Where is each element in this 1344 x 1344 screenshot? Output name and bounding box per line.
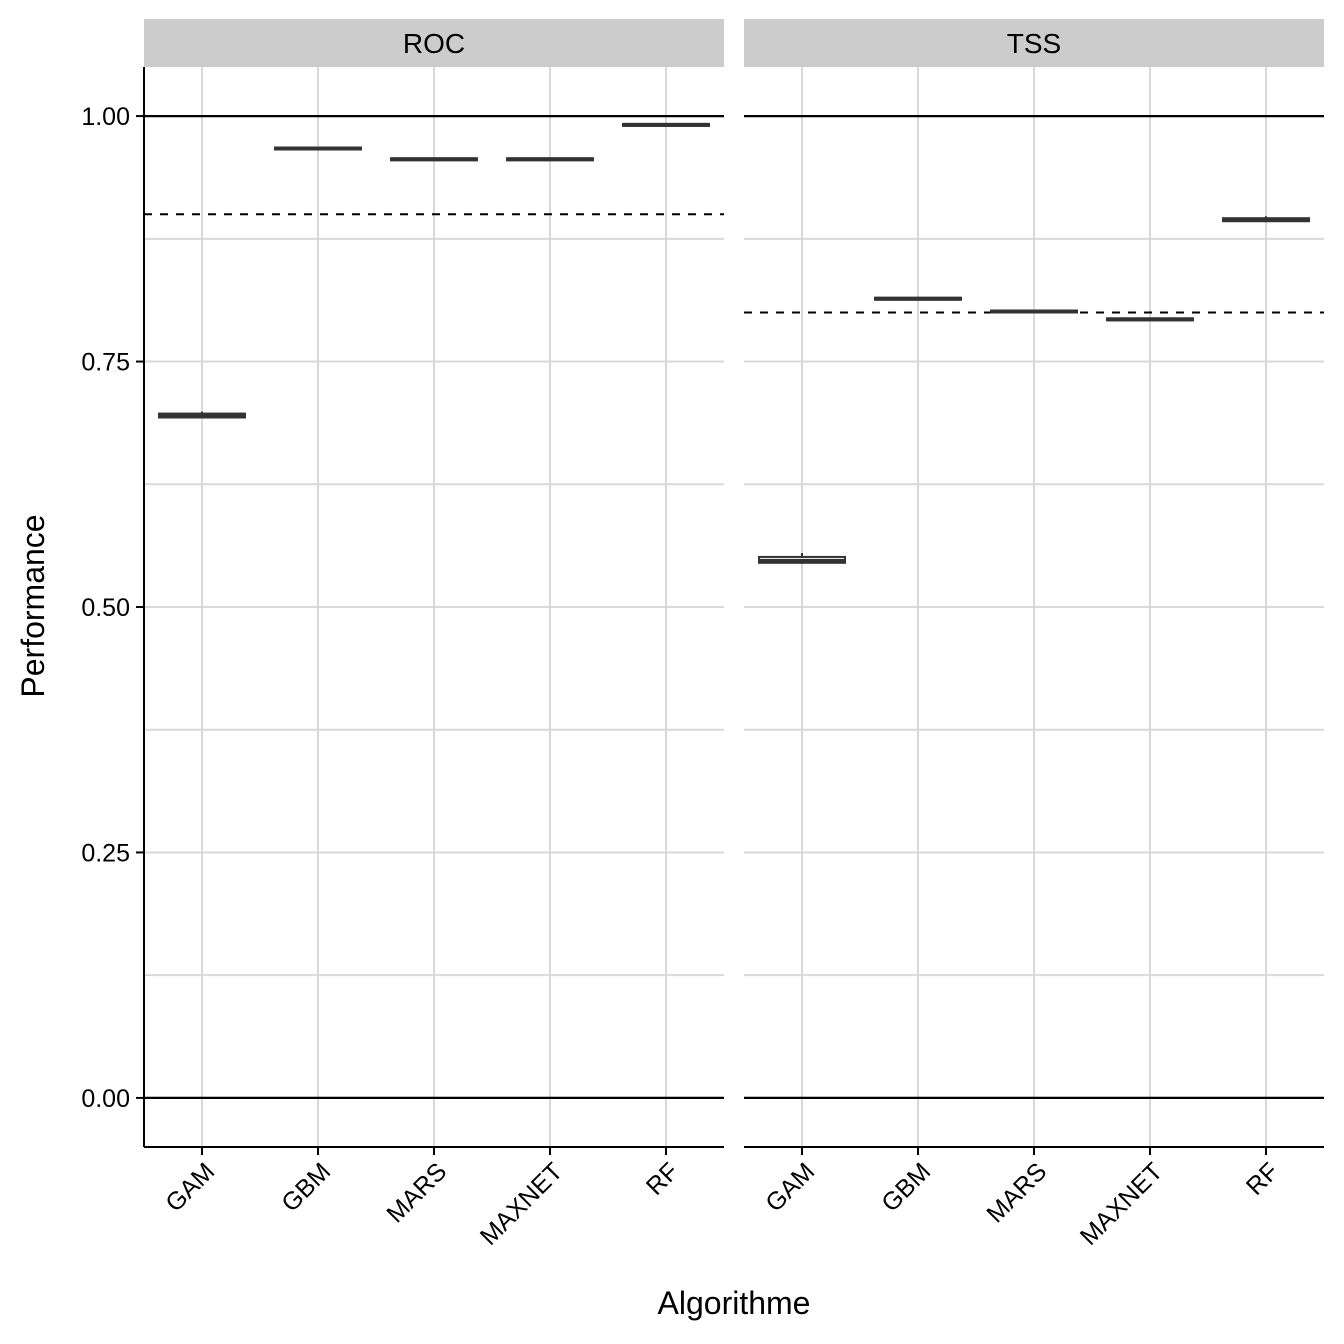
- x-tick-label: GAM: [160, 1157, 220, 1217]
- x-tick-label: MAXNET: [1075, 1157, 1168, 1250]
- boxplot-mars: [990, 309, 1078, 314]
- panel-roc: ROC: [144, 19, 724, 1147]
- y-tick-label: 0.50: [81, 594, 130, 622]
- strip-label: TSS: [1007, 28, 1061, 59]
- strip-label: ROC: [403, 28, 465, 59]
- x-tick-label: GBM: [276, 1157, 336, 1217]
- boxplot-gbm: [274, 146, 362, 151]
- x-tick-label: GBM: [876, 1157, 936, 1217]
- x-tick-label: MARS: [981, 1157, 1052, 1228]
- x-tick-label: GAM: [760, 1157, 820, 1217]
- boxplot-maxnet: [1106, 317, 1194, 322]
- boxplot-gam: [158, 411, 246, 419]
- y-tick-label: 1.00: [81, 103, 130, 131]
- strip-background: [144, 19, 724, 67]
- x-tick-label: MARS: [381, 1157, 452, 1228]
- facet-panels: ROC TSS: [144, 19, 1324, 1147]
- boxplot-gbm: [874, 296, 962, 301]
- x-tick-label: RF: [1241, 1157, 1284, 1200]
- y-tick-label: 0.75: [81, 349, 130, 377]
- boxplot-mars: [390, 157, 478, 162]
- x-axis-title: Algorithme: [658, 1285, 811, 1321]
- x-tick-label: RF: [641, 1157, 684, 1200]
- boxplot-rf: [622, 122, 710, 127]
- y-axis-title: Performance: [15, 514, 51, 697]
- strip-background: [744, 19, 1324, 67]
- x-tick-label: MAXNET: [475, 1157, 568, 1250]
- boxplot-rf: [1222, 216, 1310, 223]
- boxplot-maxnet: [506, 157, 594, 162]
- y-tick-label: 0.00: [81, 1085, 130, 1113]
- y-tick-label: 0.25: [81, 839, 130, 867]
- panel-tss: TSS: [744, 19, 1324, 1147]
- axes: GAM GBM MARS MAXNET RF GAM GBM MARS MAXNET RF 0.00…: [81, 67, 1324, 1251]
- boxplot-gam: [758, 553, 846, 564]
